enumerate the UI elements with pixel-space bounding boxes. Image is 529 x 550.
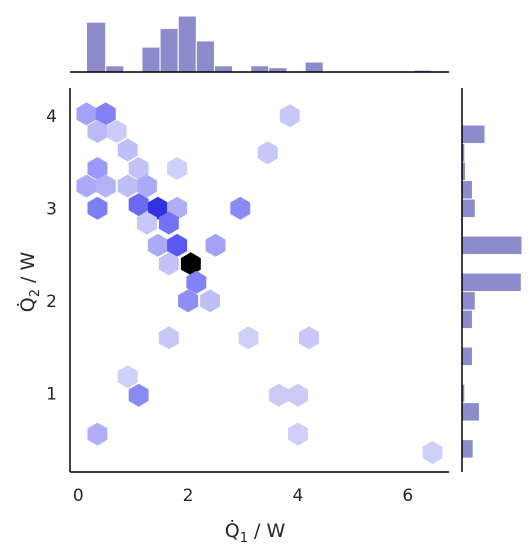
hexbin: [117, 174, 138, 198]
hexbin: [117, 138, 138, 162]
hexbin: [76, 102, 97, 126]
y-axis-label-sub: 2: [28, 289, 43, 297]
hexbin: [158, 211, 179, 235]
y-tick-label: 2: [46, 292, 57, 312]
marginal-histogram-x: [70, 15, 449, 73]
x-tick-label: 4: [293, 486, 304, 506]
hexbin: [76, 174, 97, 198]
hexbin: [230, 196, 251, 220]
hexbin: [158, 326, 179, 350]
histogram-bar-y: [461, 291, 476, 311]
hexbin: [238, 326, 259, 350]
hexbin: [299, 326, 319, 350]
x-tick-label: 6: [402, 486, 413, 506]
hexbin: [95, 174, 116, 198]
main-axes: [69, 88, 449, 473]
hexbin: [87, 422, 108, 446]
hexbin: [95, 102, 116, 126]
y-tick-label: 3: [46, 199, 57, 219]
histogram-bar-x: [195, 40, 215, 73]
histogram-bar-x: [213, 65, 234, 73]
hexbin: [167, 233, 188, 257]
x-tick-label: 0: [73, 486, 84, 506]
hexbin: [180, 252, 201, 276]
histogram-bar-y: [461, 272, 522, 293]
histogram-bar-y: [461, 235, 523, 256]
hexbin: [87, 157, 108, 180]
hexbin: [128, 193, 149, 217]
hexbin: [87, 120, 108, 143]
hexbin: [117, 365, 138, 389]
hexbin: [422, 441, 443, 465]
histogram-bar-y: [461, 346, 473, 367]
hexbin: [279, 104, 300, 128]
y-axis-label-main: Q̇: [17, 297, 39, 312]
x-axis-label: Q̇1 / W: [225, 520, 286, 546]
histogram-bar-x: [141, 46, 161, 73]
hexbin: [268, 383, 289, 407]
marginal-histogram-y: [461, 88, 523, 472]
hexbin-plot: [76, 102, 443, 465]
y-axis-label: Q̇2 / W: [17, 252, 43, 313]
x-axis-label-sub: 1: [240, 531, 248, 546]
hexbin: [186, 270, 207, 294]
hexbin: [257, 141, 278, 165]
hexbin: [128, 383, 149, 407]
y-axis-label-unit: / W: [17, 252, 39, 289]
histogram-bar-y: [461, 439, 474, 459]
x-tick-label: 2: [183, 486, 194, 506]
histogram-bar-y: [461, 180, 473, 200]
histogram-bar-x: [159, 27, 179, 73]
histogram-bar-x: [250, 65, 270, 73]
hexbin: [147, 233, 168, 257]
hexbin: [147, 196, 168, 220]
hexbin: [136, 174, 157, 198]
hexbin: [106, 120, 127, 143]
hexbin: [200, 289, 220, 313]
hexbin: [167, 157, 188, 180]
histogram-bar-y: [461, 124, 486, 145]
hexbin: [128, 157, 149, 180]
y-tick-label: 1: [46, 384, 57, 404]
histogram-bar-x: [304, 61, 324, 73]
histogram-bar-x: [85, 21, 107, 73]
hexbin: [288, 383, 308, 407]
histogram-bar-x: [177, 15, 197, 73]
histogram-bar-y: [461, 309, 473, 330]
y-tick-label: 4: [46, 107, 57, 127]
histogram-bar-y: [461, 402, 480, 422]
hexbin: [158, 252, 179, 276]
x-axis-label-main: Q̇: [225, 520, 240, 542]
hexbin: [288, 422, 308, 446]
x-axis-label-unit: / W: [248, 520, 285, 542]
hexbin: [87, 196, 108, 220]
hexbin: [178, 289, 199, 313]
tick-labels: 0 2 4 6 1 2 3 4: [46, 107, 413, 506]
histogram-bar-x: [105, 65, 125, 73]
hexbin: [205, 233, 226, 257]
hexbin: [136, 211, 157, 235]
histogram-bar-y: [461, 198, 476, 219]
